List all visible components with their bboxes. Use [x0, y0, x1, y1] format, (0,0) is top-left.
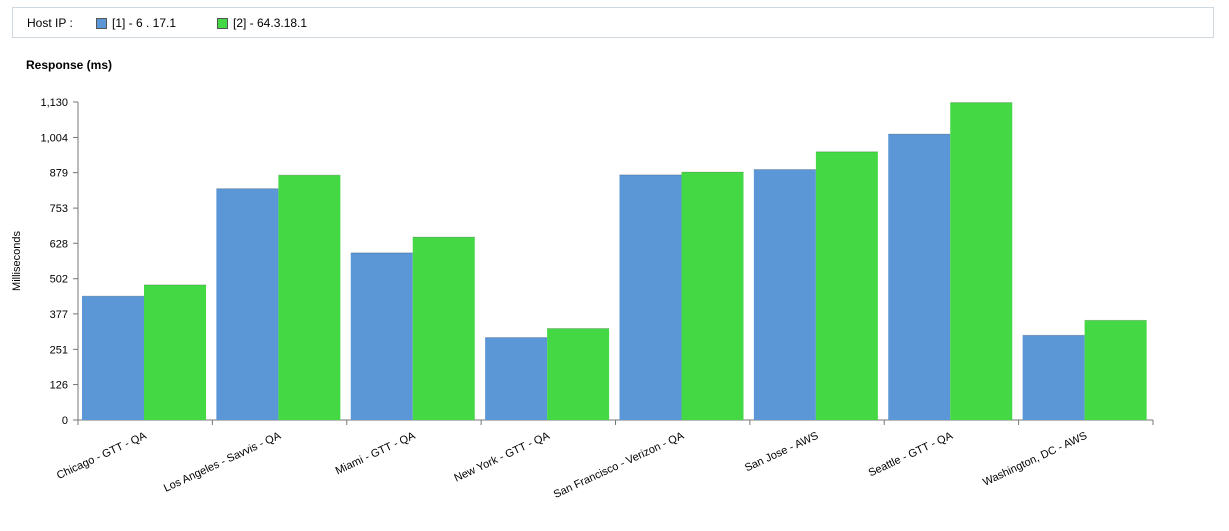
legend-title: Host IP :: [27, 16, 73, 30]
bar-2-3: [412, 237, 475, 420]
x-tick-label: San Jose - AWS: [743, 430, 820, 475]
bar-1-1: [82, 296, 144, 420]
bar-1-2: [216, 188, 279, 420]
x-tick-label: Chicago - GTT - QA: [55, 430, 149, 482]
y-tick-label: 251: [50, 344, 68, 356]
bar-2-5: [681, 172, 744, 420]
x-tick-label: Los Angeles - Savvis - QA: [162, 430, 283, 495]
y-tick-label: 377: [50, 309, 68, 321]
bar-1-8: [1022, 335, 1085, 420]
bar-1-7: [888, 134, 951, 420]
y-tick-label: 1,130: [40, 97, 68, 109]
y-tick-label: 879: [50, 168, 68, 180]
x-tick-label: San Francisco - Verizon - QA: [552, 430, 687, 501]
bar-2-8: [1084, 320, 1147, 420]
x-tick-label: New York - GTT - QA: [453, 430, 553, 485]
y-tick-label: 628: [50, 238, 68, 250]
legend-swatch-series-1: [96, 18, 107, 29]
chart-title: Response (ms): [26, 58, 113, 72]
y-axis-title: Milliseconds: [11, 231, 23, 291]
x-tick-label: Miami - GTT - QA: [334, 430, 418, 478]
bar-2-6: [815, 151, 878, 421]
bar-1-6: [753, 169, 816, 420]
y-tick-label: 1,004: [40, 132, 68, 144]
legend-item-series-2[interactable]: [2] - 64.3.18.1: [217, 16, 307, 30]
legend-label-series-2: [2] - 64.3.18.1: [233, 16, 308, 30]
legend-label-series-1: [1] - 6 . 17.1: [112, 16, 177, 30]
legend-item-series-1[interactable]: [1] - 6 . 17.1: [96, 16, 176, 30]
bar-1-5: [619, 174, 682, 420]
bar-2-7: [950, 102, 1013, 420]
x-tick-label: Seattle - GTT - QA: [867, 430, 956, 480]
y-tick-label: 126: [50, 380, 68, 392]
bar-2-2: [278, 175, 341, 420]
bar-1-4: [485, 337, 548, 420]
bar-1-3: [350, 252, 413, 420]
legend-bar: Host IP : [1] - 6 . 17.1 [2] - 64.3.18.1: [12, 7, 1214, 38]
y-tick-label: 0: [62, 415, 68, 427]
y-tick-label: 502: [50, 274, 68, 286]
legend-swatch-series-2: [217, 18, 228, 29]
x-tick-label: Washington, DC - AWS: [981, 430, 1089, 489]
bar-2-4: [547, 328, 610, 420]
y-tick-label: 753: [50, 203, 68, 215]
bar-2-1: [144, 284, 206, 420]
